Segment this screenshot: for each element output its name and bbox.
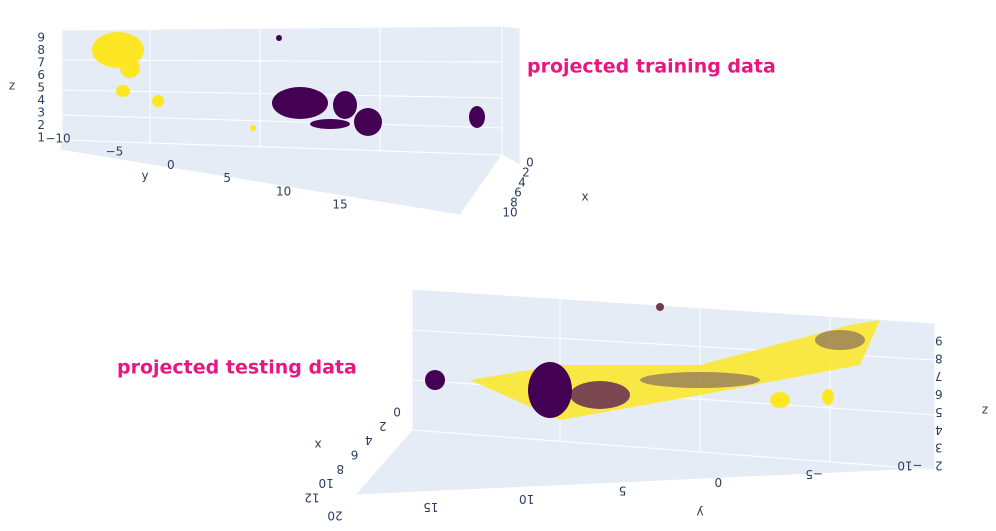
x-tick-label: 2 (522, 166, 530, 180)
y-tick-label: 20 (327, 509, 342, 523)
y-tick-label: 15 (423, 500, 438, 514)
chart-title: projected training data (527, 56, 776, 78)
x-tick-label: 10 (502, 206, 517, 220)
x-tick-label: 0 (526, 156, 534, 170)
z-tick-label: 7 (935, 369, 943, 383)
y-tick-label: 10 (519, 492, 534, 506)
x-tick-label: 0 (393, 405, 401, 419)
z-tick-label: 5 (935, 405, 943, 419)
z-tick-label: 3 (37, 106, 45, 120)
z-tick-label: 6 (935, 387, 943, 401)
x-axis-title: x (314, 438, 321, 452)
scene-1-background (59, 25, 521, 216)
y-tick-label: −5 (805, 467, 823, 481)
y-tick-label: 5 (223, 171, 231, 185)
y-axis-title: y (141, 169, 148, 183)
x-tick-label: 4 (365, 433, 373, 447)
y-tick-label: 5 (619, 484, 627, 498)
y-tick-label: 0 (715, 475, 723, 489)
z-tick-label: 9 (935, 334, 943, 348)
y-tick-label: 10 (276, 184, 291, 198)
x-axis-title: x (581, 190, 588, 204)
z-axis-title: z (982, 404, 988, 418)
chart-title: projected testing data (117, 357, 357, 379)
z-tick-label: 2 (37, 118, 45, 132)
y-tick-label: 15 (332, 198, 347, 212)
z-tick-label: 4 (37, 93, 45, 107)
z-tick-label: 3 (935, 441, 943, 455)
x-tick-label: 8 (337, 462, 345, 476)
x-tick-label: 6 (351, 448, 359, 462)
z-tick-label: 6 (37, 68, 45, 82)
y-tick-label: −10 (897, 459, 922, 473)
scene-2-points (425, 303, 880, 420)
x-tick-label: 8 (510, 196, 518, 210)
z-axis-title: z (9, 79, 15, 93)
x-tick-label: 6 (514, 186, 522, 200)
z-tick-label: 4 (935, 423, 943, 437)
z-tick-label: 7 (37, 56, 45, 70)
y-tick-label: 0 (167, 158, 175, 172)
z-tick-label: 9 (37, 31, 45, 45)
z-tick-label: 5 (37, 81, 45, 95)
x-tick-label: 12 (304, 491, 319, 505)
x-tick-label: 4 (518, 176, 526, 190)
z-tick-label: 2 (935, 459, 943, 473)
scene-1-points (92, 32, 485, 136)
y-tick-label: −5 (106, 145, 124, 159)
x-tick-label: 2 (379, 419, 387, 433)
x-tick-label: 10 (319, 476, 334, 490)
z-tick-label: 1 (37, 131, 45, 145)
z-tick-label: 8 (935, 351, 943, 365)
y-axis-title: y (696, 506, 703, 520)
z-tick-label: 8 (37, 43, 45, 57)
y-tick-label: −10 (45, 132, 70, 146)
